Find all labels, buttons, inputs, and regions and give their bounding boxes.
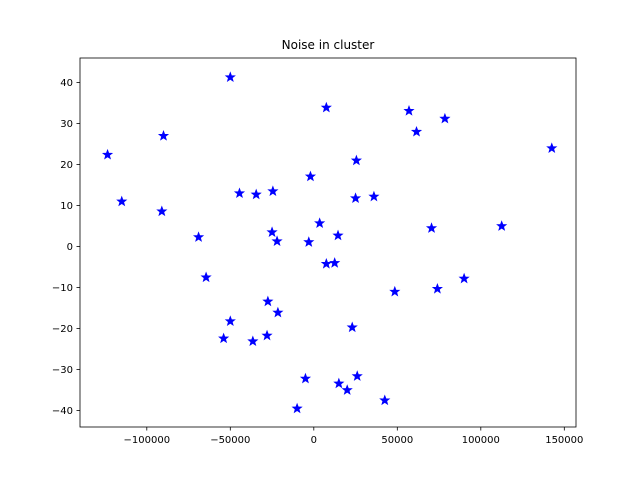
y-tick-label: 10: [60, 201, 73, 212]
x-tick-label: 0: [311, 435, 317, 446]
data-point: [341, 384, 353, 395]
x-tick-label: 150000: [545, 435, 583, 446]
data-point: [439, 112, 451, 124]
data-point: [116, 195, 128, 207]
data-point: [332, 229, 344, 241]
y-tick-label: 0: [67, 242, 73, 253]
data-point: [267, 185, 279, 196]
data-point: [346, 321, 358, 333]
data-point: [320, 101, 332, 113]
data-point: [291, 402, 303, 414]
data-point: [156, 205, 168, 217]
data-point: [333, 377, 345, 389]
data-point: [368, 190, 380, 202]
data-point: [458, 272, 470, 284]
x-tick-label: 50000: [381, 435, 413, 446]
y-tick-label: 30: [60, 119, 73, 130]
plot-area-frame: [79, 57, 577, 428]
data-point: [200, 271, 212, 283]
data-point: [425, 222, 438, 233]
y-tick-label: 40: [60, 78, 73, 89]
data-point: [303, 236, 315, 247]
data-point: [218, 332, 230, 344]
data-point: [101, 148, 114, 160]
data-point: [266, 226, 278, 237]
data-point: [247, 335, 259, 347]
data-point: [546, 142, 558, 153]
data-point: [250, 188, 262, 200]
data-point: [261, 329, 273, 341]
data-point: [496, 220, 508, 231]
x-tick-label: −50000: [210, 435, 250, 446]
data-point: [431, 282, 443, 294]
x-axis-ticks: −100000 −50000 0 50000 100000 150000: [124, 427, 583, 446]
data-point: [349, 192, 362, 203]
y-tick-label: 20: [60, 160, 73, 171]
data-point: [410, 125, 423, 137]
data-point: [224, 315, 236, 326]
data-point: [224, 71, 236, 83]
chart-title: Noise in cluster: [282, 38, 375, 52]
y-axis-ticks: −40 −30 −20 −10 0 10 20 30 40: [52, 78, 80, 417]
y-tick-label: −10: [52, 283, 73, 294]
data-point: [379, 394, 391, 406]
x-tick-label: −100000: [124, 435, 171, 446]
data-point: [271, 235, 283, 247]
data-point: [304, 170, 317, 182]
x-tick-label: 100000: [462, 435, 500, 446]
y-tick-label: −20: [52, 324, 73, 335]
y-tick-label: −30: [52, 365, 73, 376]
scatter-points: [101, 71, 558, 414]
data-point: [157, 130, 170, 141]
y-tick-label: −40: [52, 406, 73, 417]
data-point: [193, 231, 205, 242]
data-point: [272, 306, 284, 318]
data-point: [233, 187, 246, 199]
data-point: [299, 372, 312, 384]
data-point: [314, 217, 326, 228]
data-point: [389, 285, 401, 297]
data-point: [351, 370, 363, 381]
data-point: [320, 257, 332, 269]
data-point: [403, 105, 415, 116]
data-point: [350, 154, 362, 166]
data-point: [329, 257, 341, 268]
data-point: [262, 295, 274, 307]
